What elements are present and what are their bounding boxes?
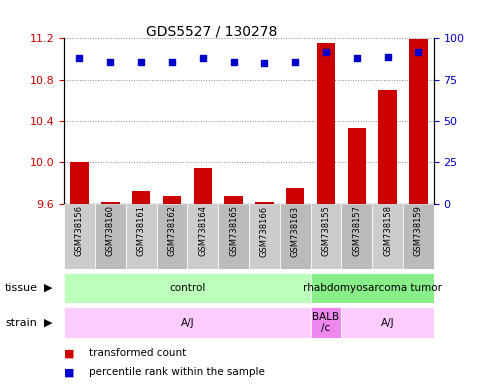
Text: GSM738164: GSM738164 — [198, 205, 207, 257]
Text: percentile rank within the sample: percentile rank within the sample — [89, 367, 265, 377]
Bar — [372, 204, 403, 269]
Text: GSM738163: GSM738163 — [291, 205, 300, 257]
Bar — [341, 307, 434, 338]
Text: A/J: A/J — [180, 318, 194, 328]
Bar — [409, 40, 427, 204]
Bar — [187, 204, 218, 269]
Bar — [348, 128, 366, 204]
Point — [384, 53, 391, 60]
Bar — [95, 204, 126, 269]
Bar — [280, 204, 311, 269]
Bar — [311, 273, 434, 303]
Text: GSM738158: GSM738158 — [383, 205, 392, 257]
Text: GSM738159: GSM738159 — [414, 205, 423, 257]
Bar — [341, 204, 372, 269]
Bar — [249, 204, 280, 269]
Point — [106, 58, 114, 65]
Point — [291, 58, 299, 65]
Text: GSM738160: GSM738160 — [106, 205, 115, 257]
Point — [230, 58, 238, 65]
Bar — [64, 307, 311, 338]
Bar — [101, 202, 119, 204]
Bar — [132, 191, 150, 204]
Bar — [64, 204, 95, 269]
Bar — [403, 204, 434, 269]
Text: strain: strain — [5, 318, 37, 328]
Point — [75, 55, 83, 61]
Text: GDS5527 / 130278: GDS5527 / 130278 — [146, 25, 278, 39]
Bar — [157, 204, 187, 269]
Point — [322, 48, 330, 55]
Text: GSM738161: GSM738161 — [137, 205, 145, 257]
Text: GSM738166: GSM738166 — [260, 205, 269, 257]
Text: transformed count: transformed count — [89, 348, 186, 358]
Bar — [126, 204, 157, 269]
Bar — [255, 202, 274, 204]
Text: A/J: A/J — [381, 318, 394, 328]
Text: control: control — [169, 283, 206, 293]
Bar — [224, 196, 243, 204]
Bar — [218, 204, 249, 269]
Point — [415, 48, 423, 55]
Bar — [311, 204, 341, 269]
Text: GSM738155: GSM738155 — [321, 205, 330, 257]
Text: tissue: tissue — [5, 283, 38, 293]
Bar — [317, 43, 335, 204]
Point — [168, 58, 176, 65]
Point — [260, 60, 268, 66]
Bar — [378, 90, 397, 204]
Text: ■: ■ — [64, 367, 74, 377]
Text: ▶: ▶ — [44, 283, 53, 293]
Text: ■: ■ — [64, 348, 74, 358]
Text: ▶: ▶ — [44, 318, 53, 328]
Text: GSM738162: GSM738162 — [168, 205, 176, 257]
Point — [199, 55, 207, 61]
Text: GSM738157: GSM738157 — [352, 205, 361, 257]
Bar — [70, 162, 89, 204]
Bar — [163, 196, 181, 204]
Text: BALB
/c: BALB /c — [313, 312, 340, 333]
Text: rhabdomyosarcoma tumor: rhabdomyosarcoma tumor — [303, 283, 442, 293]
Bar — [286, 188, 305, 204]
Bar — [311, 307, 341, 338]
Text: GSM738156: GSM738156 — [75, 205, 84, 257]
Point — [353, 55, 361, 61]
Bar — [64, 273, 311, 303]
Text: GSM738165: GSM738165 — [229, 205, 238, 257]
Bar — [193, 169, 212, 204]
Point — [137, 58, 145, 65]
